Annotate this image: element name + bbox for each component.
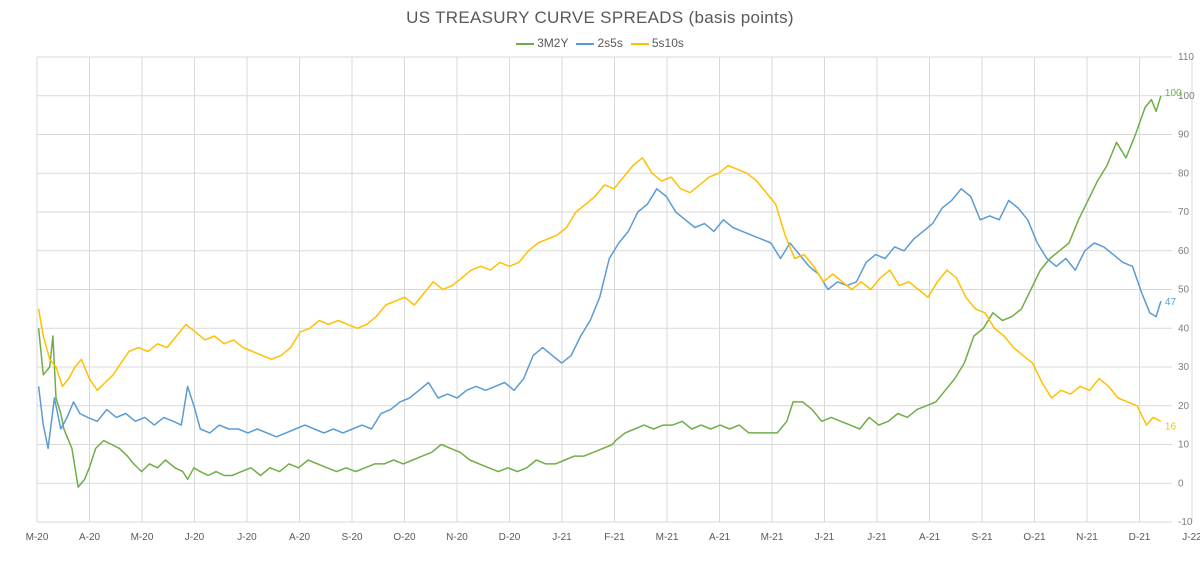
legend-swatch [630, 42, 649, 45]
x-tick-label: M-20 [131, 532, 154, 543]
x-tick-label: F-21 [604, 532, 625, 543]
x-tick-label: M-20 [26, 532, 49, 543]
x-tick-label: N-20 [446, 532, 468, 543]
series-lines [37, 95, 1162, 488]
series-line-2s5s [37, 188, 1162, 450]
x-tick-label: J-21 [815, 532, 835, 543]
x-tick-label: J-20 [185, 532, 205, 543]
chart-title: US TREASURY CURVE SPREADS (basis points) [406, 8, 794, 27]
y-tick-label: 110 [1178, 52, 1194, 63]
x-tick-label: A-21 [709, 532, 731, 543]
x-tick-label: J-21 [867, 532, 887, 543]
end-label-3m2y: 100 [1165, 88, 1182, 99]
y-tick-label: 70 [1178, 207, 1190, 218]
y-tick-label: 0 [1178, 478, 1184, 489]
x-tick-label: J-20 [237, 532, 257, 543]
x-tick-label: A-20 [289, 532, 311, 543]
y-tick-label: -10 [1178, 517, 1193, 528]
x-tick-label: M-21 [656, 532, 679, 543]
x-tick-label: O-21 [1023, 532, 1046, 543]
x-tick-label: D-21 [1129, 532, 1151, 543]
legend-item-3m2y: 3M2Y [516, 36, 568, 50]
legend-swatch [576, 42, 595, 45]
gridlines [36, 56, 1193, 523]
legend: 3M2Y 2s5s 5s10s [0, 36, 1200, 50]
x-tick-label: A-21 [919, 532, 941, 543]
legend-label: 3M2Y [537, 36, 569, 50]
x-axis: M-20 A-20 M-20 J-20 J-20 A-20 S-20 O-20 N-20 D-20… [26, 532, 1200, 543]
x-tick-label: N-21 [1076, 532, 1098, 543]
y-tick-label: 100 [1178, 91, 1195, 102]
x-tick-label: S-21 [971, 532, 993, 543]
legend-label: 2s5s [597, 36, 623, 50]
y-tick-label: 20 [1178, 401, 1190, 412]
legend-item-2s5s: 2s5s [576, 36, 623, 50]
end-label-5s10s: 16 [1165, 421, 1177, 432]
legend-swatch [516, 42, 535, 45]
x-tick-label: M-21 [761, 532, 784, 543]
x-tick-label: S-20 [341, 532, 363, 543]
x-tick-label: J-22 [1182, 532, 1200, 543]
end-label-2s5s: 47 [1165, 297, 1177, 308]
series-line-5s10s [37, 157, 1162, 426]
series-line-3m2y [37, 95, 1162, 488]
x-tick-label: A-20 [79, 532, 101, 543]
y-tick-label: 50 [1178, 285, 1190, 296]
x-tick-label: O-20 [393, 532, 416, 543]
end-labels: 100 47 16 [1165, 88, 1182, 433]
legend-item-5s10s: 5s10s [630, 36, 684, 50]
legend-label: 5s10s [651, 36, 684, 50]
y-tick-label: 90 [1178, 130, 1190, 141]
y-tick-label: 60 [1178, 246, 1190, 257]
y-tick-label: 30 [1178, 362, 1190, 373]
y-axis-right: -10 0 10 20 30 40 50 60 70 80 90 100 110 [1178, 52, 1195, 528]
y-tick-label: 80 [1178, 168, 1190, 179]
x-tick-label: D-20 [499, 532, 521, 543]
y-tick-label: 10 [1178, 440, 1190, 451]
y-tick-label: 40 [1178, 323, 1190, 334]
x-tick-label: J-21 [552, 532, 572, 543]
